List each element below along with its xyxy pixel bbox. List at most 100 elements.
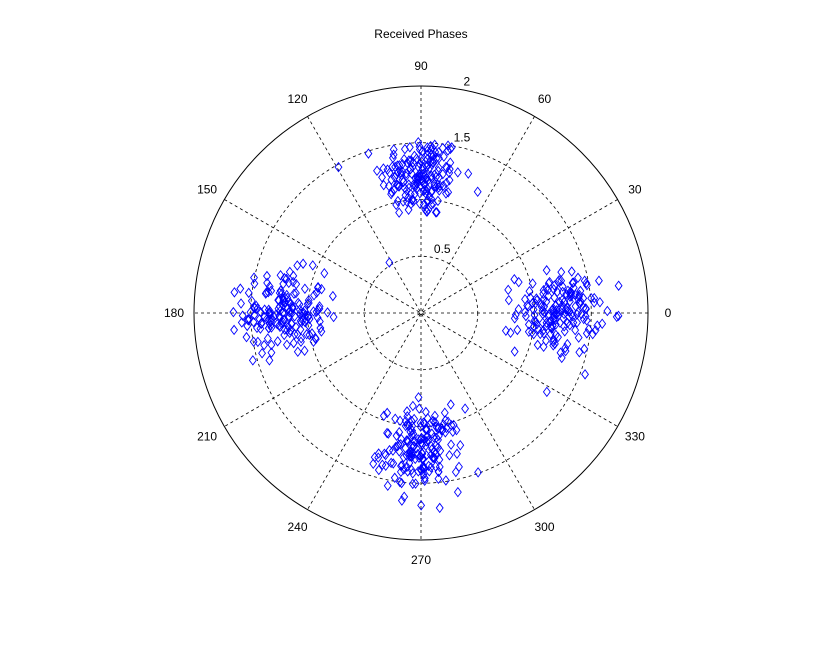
- data-point: [258, 347, 267, 359]
- data-point: [364, 148, 373, 159]
- data-point: [380, 448, 389, 459]
- data-point: [426, 156, 435, 167]
- data-point: [403, 157, 412, 169]
- data-point: [532, 293, 541, 304]
- data-point: [538, 308, 547, 320]
- data-point: [384, 428, 393, 439]
- data-point: [514, 303, 523, 315]
- data-point: [434, 195, 442, 207]
- data-point: [250, 309, 259, 321]
- data-point: [294, 297, 303, 309]
- data-point: [276, 285, 285, 296]
- data-point: [439, 180, 448, 191]
- data-point: [560, 326, 569, 337]
- angular-tick-label: 90: [414, 59, 428, 73]
- data-point: [229, 306, 238, 318]
- data-point: [581, 311, 590, 322]
- data-point: [424, 460, 433, 472]
- data-point: [316, 322, 325, 334]
- data-point: [315, 316, 324, 327]
- data-point: [441, 475, 450, 486]
- data-point: [419, 453, 428, 465]
- data-point: [420, 418, 429, 429]
- data-point: [404, 204, 413, 216]
- data-point: [247, 295, 256, 307]
- data-point: [287, 318, 296, 329]
- grid-spoke: [307, 116, 535, 510]
- data-point: [473, 186, 482, 197]
- data-point: [264, 322, 273, 334]
- data-point: [510, 273, 519, 285]
- data-point: [260, 311, 269, 323]
- data-point: [383, 427, 391, 439]
- scatter-points: [229, 136, 623, 514]
- data-point: [388, 445, 397, 456]
- data-point: [293, 346, 302, 357]
- data-point: [533, 295, 541, 306]
- data-point: [285, 327, 294, 339]
- data-point: [408, 447, 417, 458]
- data-point: [435, 172, 443, 183]
- data-point: [551, 319, 560, 330]
- data-point: [436, 445, 445, 457]
- data-point: [323, 307, 332, 318]
- data-point: [434, 466, 443, 477]
- angular-tick-label: 120: [287, 92, 307, 106]
- data-point: [588, 328, 597, 340]
- data-point: [549, 303, 558, 315]
- data-point: [560, 321, 569, 332]
- data-point: [390, 472, 399, 484]
- data-point: [427, 462, 435, 473]
- data-point: [453, 448, 461, 460]
- data-point: [560, 296, 569, 307]
- data-point: [256, 306, 265, 318]
- data-point: [429, 452, 438, 464]
- data-point: [422, 185, 431, 197]
- data-point: [524, 319, 533, 330]
- data-point: [304, 320, 313, 331]
- data-point: [521, 293, 529, 305]
- data-point: [278, 307, 287, 319]
- chart-title: Received Phases: [374, 27, 467, 41]
- data-point: [514, 276, 523, 288]
- data-point: [536, 328, 545, 340]
- data-point: [388, 152, 397, 164]
- data-point: [290, 329, 299, 340]
- data-point: [434, 442, 443, 453]
- data-point: [576, 285, 585, 297]
- data-point: [548, 320, 557, 331]
- data-point: [415, 403, 424, 414]
- data-point: [312, 287, 321, 298]
- data-point: [309, 336, 318, 347]
- data-point: [415, 141, 424, 152]
- data-point: [300, 345, 309, 356]
- data-point: [379, 410, 388, 422]
- data-point: [404, 192, 413, 203]
- data-point: [513, 324, 522, 336]
- data-point: [392, 169, 401, 180]
- data-point: [429, 415, 438, 427]
- data-point: [529, 321, 538, 332]
- data-point: [395, 426, 404, 438]
- data-point: [531, 316, 540, 327]
- data-point: [571, 324, 580, 336]
- data-point: [393, 195, 402, 207]
- data-point: [549, 334, 558, 346]
- data-point: [542, 265, 551, 276]
- data-point: [575, 346, 584, 358]
- data-point: [406, 188, 415, 200]
- data-point: [539, 341, 548, 352]
- data-point: [575, 297, 584, 309]
- data-point: [594, 275, 603, 286]
- data-point: [418, 462, 427, 473]
- data-point: [423, 175, 432, 186]
- data-point: [504, 284, 513, 296]
- data-point: [407, 450, 415, 461]
- grid-spoke: [307, 116, 535, 510]
- data-point: [529, 304, 538, 315]
- radial-tick-labels: 0.5 1.5 2: [434, 75, 471, 257]
- data-point: [540, 307, 549, 318]
- data-point: [444, 186, 453, 198]
- data-point: [418, 161, 427, 173]
- data-point: [530, 309, 539, 321]
